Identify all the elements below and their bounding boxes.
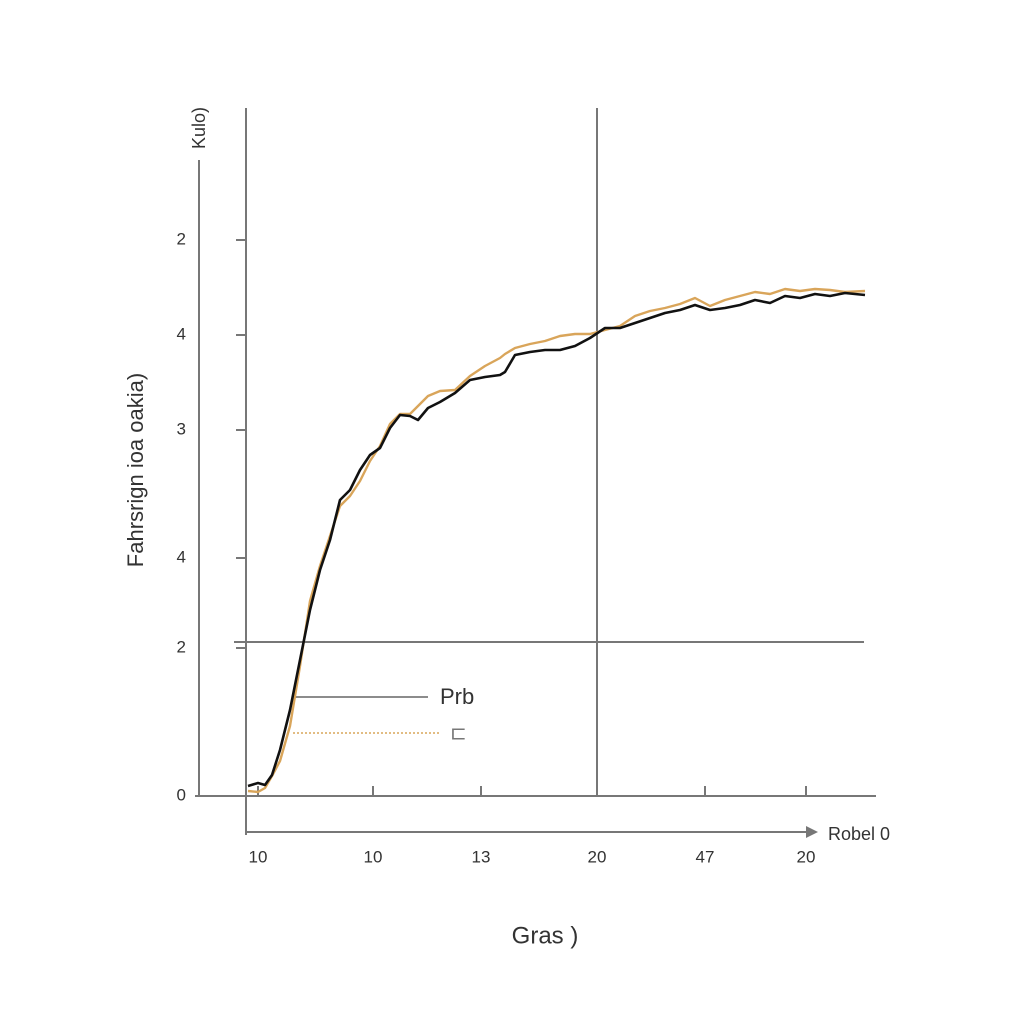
y-tick-label: 2 xyxy=(177,637,186,656)
legend-label: ⊏ xyxy=(450,722,467,744)
y-tick-label: 4 xyxy=(177,324,186,343)
y-tick-label: 2 xyxy=(177,229,186,248)
x-tick-label: 20 xyxy=(588,847,607,866)
x-tick-label: 13 xyxy=(472,847,491,866)
y-top-label: Kulo) xyxy=(189,107,209,149)
x-axis-title: Gras ) xyxy=(512,922,579,949)
arrow-head xyxy=(806,826,818,838)
y-tick-label: 0 xyxy=(177,785,186,804)
y-tick-label: 4 xyxy=(177,547,186,566)
y-tick-label: 3 xyxy=(177,419,186,438)
x-tick-label: 10 xyxy=(249,847,268,866)
y-axis-title: Fahrsrign ioa oakia) xyxy=(123,373,148,567)
x-tick-label: 10 xyxy=(364,847,383,866)
series-line xyxy=(247,291,866,788)
x-tick-label: 47 xyxy=(696,847,715,866)
x-tick-label: 20 xyxy=(797,847,816,866)
legend-label: Prb xyxy=(440,684,474,709)
x-arrow-label: Robel 0 xyxy=(828,824,890,844)
